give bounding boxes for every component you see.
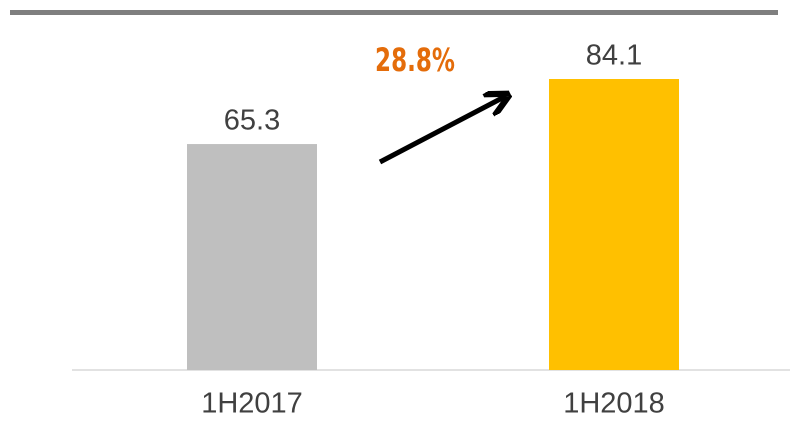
value-label: 84.1 [586, 40, 642, 72]
growth-arrow [378, 96, 506, 165]
x-tick-label: 1H2017 [201, 388, 303, 420]
bar [549, 79, 679, 370]
value-label: 65.3 [224, 105, 280, 137]
top-rule [10, 10, 778, 15]
bar [187, 144, 317, 370]
x-tick-label: 1H2018 [563, 388, 665, 420]
growth-annotation: 28.8% [375, 41, 455, 79]
